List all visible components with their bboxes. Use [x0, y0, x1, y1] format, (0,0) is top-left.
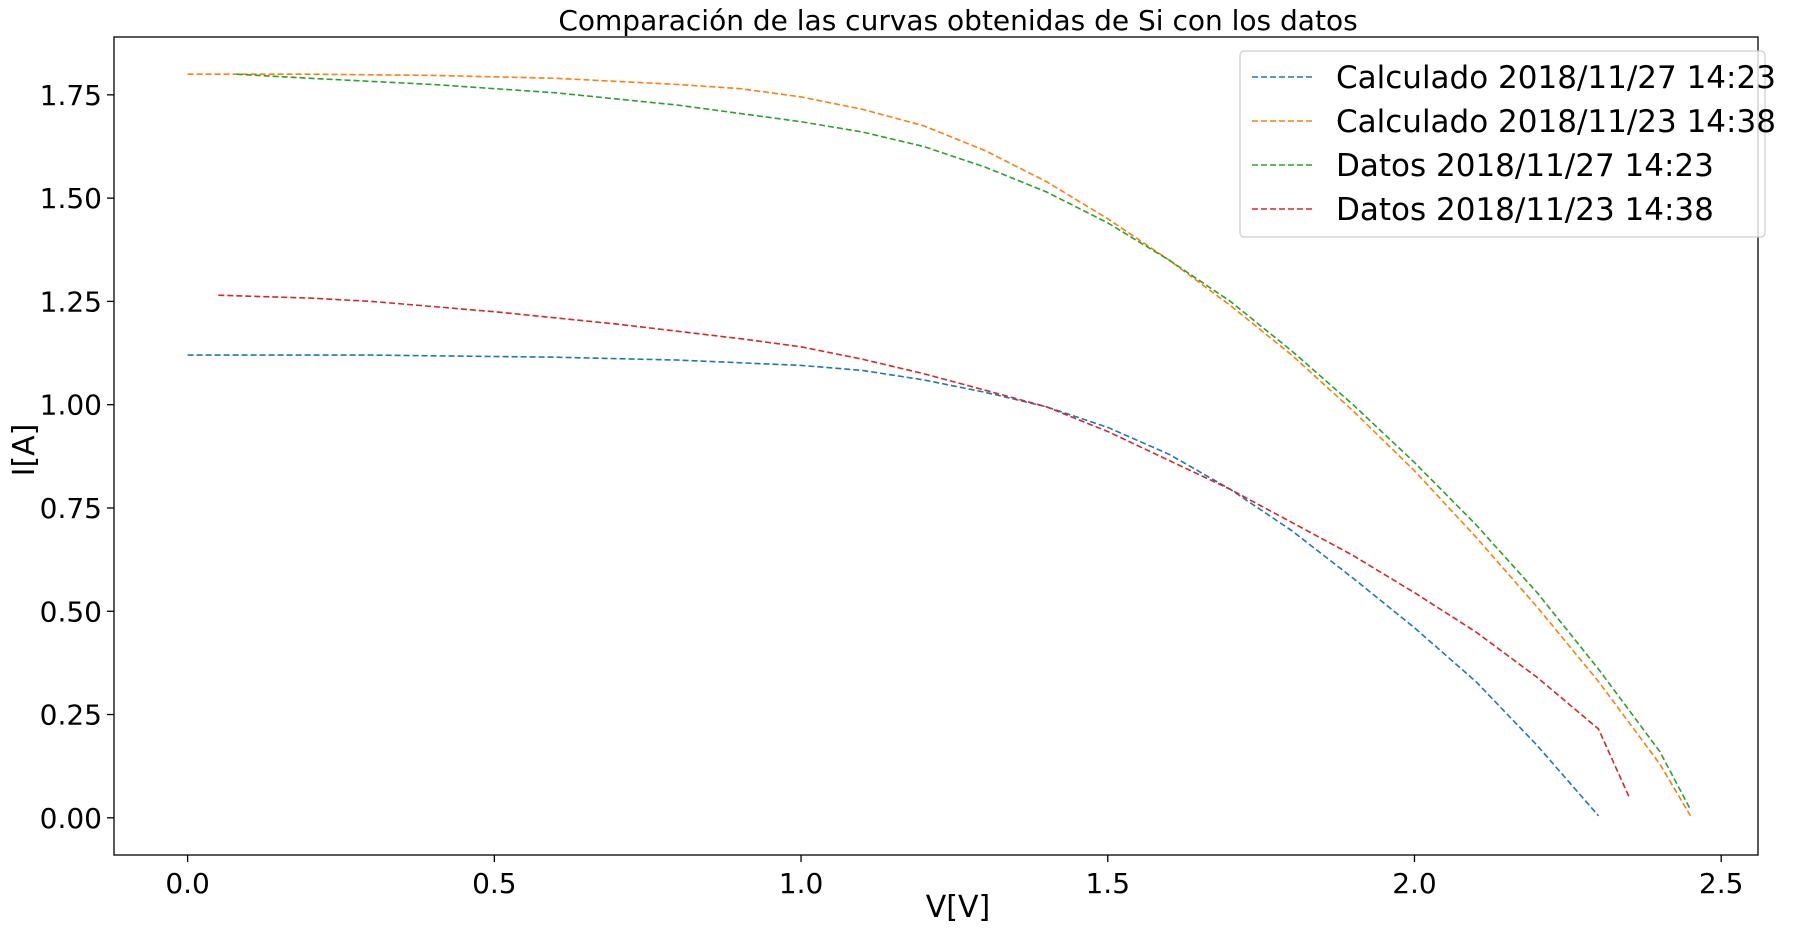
y-tick-label: 1.00: [40, 389, 102, 422]
plot-frame: [113, 36, 1759, 856]
y-axis-label: I[A]: [7, 424, 42, 477]
y-tick-label: 0.00: [40, 802, 102, 835]
series-line-3: [236, 73, 1692, 810]
x-axis-label: V[V]: [926, 890, 990, 925]
x-tick-label: 2.0: [1392, 867, 1437, 900]
y-axis-ticks: 0.00 0.25 0.50 0.75 1.00 1.25 1.50 1.75: [40, 79, 114, 835]
y-tick-label: 0.75: [40, 492, 102, 525]
x-tick-label: 2.5: [1699, 867, 1744, 900]
series-group: [187, 73, 1692, 817]
x-tick-label: 1.0: [779, 867, 824, 900]
x-tick-label: 1.5: [1085, 867, 1130, 900]
x-axis-ticks: 0.0 0.5 1.0 1.5 2.0 2.5: [165, 855, 1743, 900]
y-tick-label: 1.50: [40, 182, 102, 215]
legend-box: [1239, 50, 1766, 238]
legend-label: Datos 2018/11/23 14:38: [1336, 192, 1714, 228]
series-line-2: [187, 73, 1692, 817]
y-tick-label: 0.25: [40, 699, 102, 732]
x-tick-label: 0.0: [165, 867, 210, 900]
y-tick-label: 1.25: [40, 285, 102, 318]
legend: Calculado 2018/11/27 14:23 Calculado 2018…: [1239, 50, 1776, 238]
legend-label: Calculado 2018/11/27 14:23: [1336, 60, 1776, 96]
series-line-4: [218, 294, 1630, 798]
y-tick-label: 1.75: [40, 79, 102, 112]
legend-label: Datos 2018/11/27 14:23: [1336, 148, 1714, 184]
legend-label: Calculado 2018/11/23 14:38: [1336, 104, 1776, 140]
chart-title: Comparación de las curvas obtenidas de S…: [558, 4, 1357, 37]
y-tick-label: 0.50: [40, 595, 102, 628]
x-tick-label: 0.5: [472, 867, 517, 900]
series-line-1: [187, 354, 1600, 817]
